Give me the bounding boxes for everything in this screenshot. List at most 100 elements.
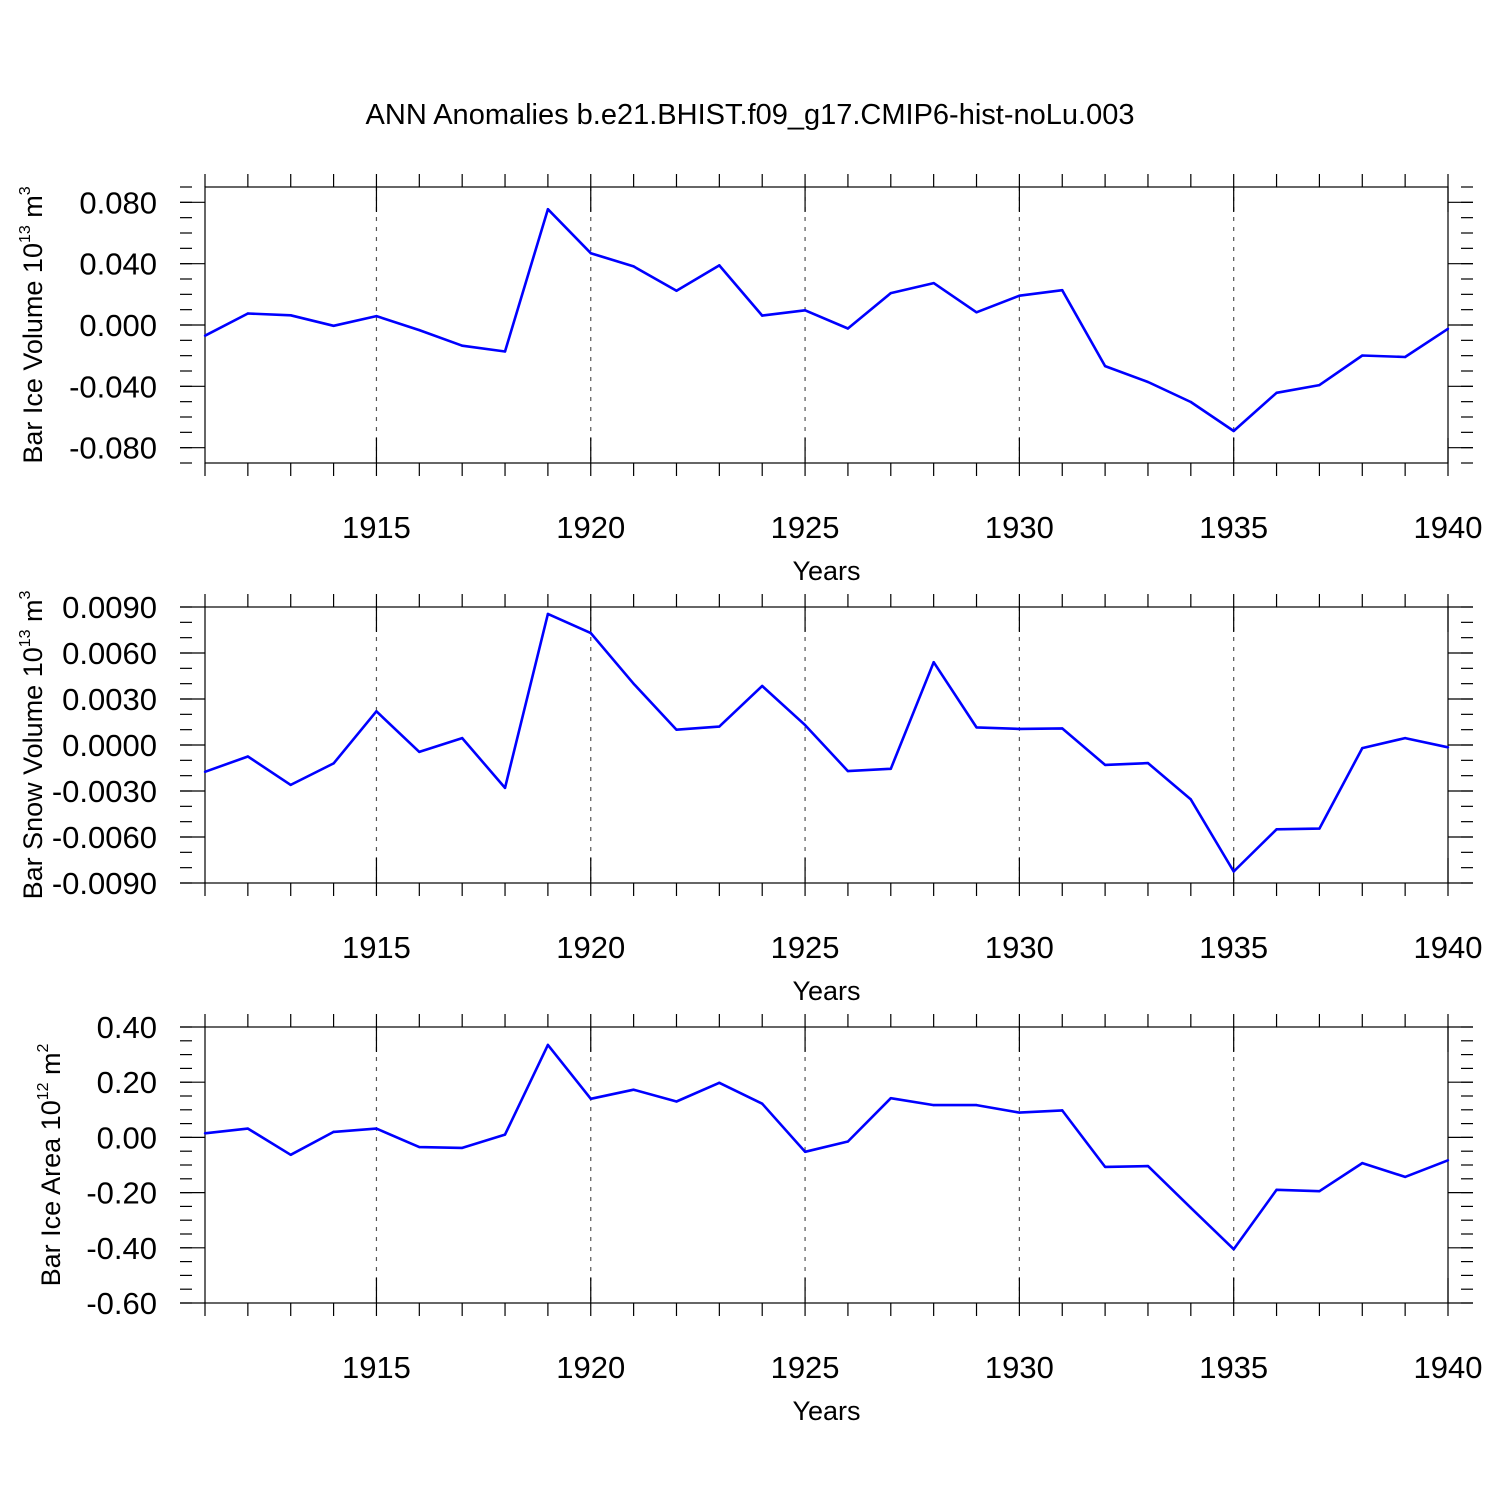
y-tick-label: 0.40 [97, 1010, 157, 1045]
series-line-ice-area [204, 1043, 1449, 1251]
y-axis-title-text: Bar Ice Area 10 [36, 1100, 66, 1286]
figure-title: ANN Anomalies b.e21.BHIST.f09_g17.CMIP6-… [366, 99, 1135, 131]
data-point [1103, 364, 1107, 368]
panel-ice-area: 1915 1920 1925 1930 1935 1940 Years 0.40 0.20 0.0… [35, 1010, 1482, 1426]
data-point [975, 726, 978, 729]
data-point [1361, 354, 1364, 357]
data-point [1189, 400, 1193, 404]
data-point [1018, 1111, 1021, 1114]
y-tick-label: -0.0030 [52, 774, 157, 809]
data-point [1061, 288, 1064, 292]
y-axis-title-unit-exponent: 2 [35, 1043, 52, 1052]
data-point [932, 1103, 935, 1107]
data-point [975, 311, 978, 314]
data-point [932, 281, 935, 285]
data-point [1018, 727, 1021, 731]
data-point [503, 350, 507, 353]
data-point [1275, 391, 1278, 394]
data-point [460, 1146, 464, 1150]
x-tick-label: 1940 [1414, 1350, 1483, 1385]
x-axis-title: Years [792, 976, 860, 1006]
y-axis-title-exponent: 13 [17, 225, 34, 243]
y-axis-title-unit: m [18, 195, 48, 225]
data-point [546, 1043, 550, 1047]
y-tick-label: -0.0060 [52, 820, 157, 855]
data-point [1146, 1164, 1150, 1168]
x-axis-title: Years [792, 1396, 860, 1426]
data-point [1103, 763, 1107, 767]
data-point [1403, 355, 1407, 359]
data-point [503, 786, 507, 790]
x-tick-label: 1925 [771, 1350, 840, 1385]
data-point [375, 1127, 378, 1130]
data-point [1446, 327, 1450, 331]
data-point [1403, 1175, 1407, 1179]
y-tick-label: 0.000 [79, 308, 157, 343]
series-line-snow-volume [204, 612, 1449, 873]
y-tick-label: 0.0090 [62, 590, 157, 625]
y-tick-label: 0.20 [97, 1065, 157, 1100]
y-axis-title-text: Bar Ice Volume 10 [18, 243, 48, 464]
data-point [889, 291, 892, 295]
data-point [803, 309, 807, 312]
data-point [1061, 1109, 1064, 1112]
y-axis-title-unit: m [18, 599, 48, 629]
data-point [1146, 761, 1150, 765]
y-tick-label: -0.080 [69, 431, 157, 466]
data-point [418, 1145, 421, 1149]
y-axis-title: Bar Snow Volume 1013 m3 [17, 590, 48, 899]
data-point [803, 1150, 807, 1153]
y-tick-label: -0.040 [69, 369, 157, 404]
data-point [418, 328, 421, 332]
x-tick-label: 1930 [985, 930, 1054, 965]
y-axis-title: Bar Ice Area 1012 m2 [35, 1043, 66, 1286]
panel-snow-volume: 1915 1920 1925 1930 1935 1940 Years 0.0090 0.006… [17, 590, 1482, 1006]
data-point [1232, 1247, 1235, 1251]
data-point [675, 1100, 678, 1103]
data-point [289, 314, 292, 317]
data-point [203, 1132, 207, 1135]
data-point [803, 723, 807, 727]
series-line-ice-volume [204, 207, 1449, 433]
panels-group: 1915 1920 1925 1930 1935 1940 Years 0.080 0.040 0… [17, 174, 1482, 1426]
data-point [246, 755, 250, 758]
data-point [1403, 736, 1407, 740]
data-point [718, 264, 721, 267]
y-tick-label: 0.00 [97, 1120, 157, 1155]
y-axis-title-unit-exponent: 3 [17, 590, 34, 599]
y-tick-label: -0.0090 [52, 866, 157, 901]
x-tick-label: 1940 [1414, 930, 1483, 965]
plot-frame [204, 1026, 1449, 1304]
data-point [246, 312, 250, 315]
x-tick-label: 1935 [1199, 1350, 1268, 1385]
data-point [203, 770, 207, 774]
data-point [889, 1097, 892, 1100]
y-tick-label: -0.20 [86, 1176, 157, 1211]
data-point [1318, 383, 1321, 387]
data-point [1318, 827, 1321, 830]
y-axis-title-unit: m [36, 1052, 66, 1082]
data-point [418, 750, 421, 754]
data-point [1189, 798, 1193, 801]
data-point [1275, 1188, 1278, 1192]
plot-frame [204, 186, 1449, 464]
data-point [1446, 746, 1450, 749]
y-tick-label: 0.0030 [62, 682, 157, 717]
x-tick-label: 1915 [342, 1350, 411, 1385]
y-axis-title-exponent: 12 [35, 1082, 52, 1100]
data-point [1018, 294, 1021, 297]
y-tick-label: 0.0060 [62, 636, 157, 671]
x-tick-label: 1920 [556, 1350, 625, 1385]
y-axis-title-exponent: 13 [17, 629, 34, 647]
y-tick-label: 0.040 [79, 247, 157, 282]
data-point [332, 762, 335, 765]
y-tick-label: -0.40 [86, 1231, 157, 1266]
x-tick-label: 1930 [985, 510, 1054, 545]
data-point [589, 1097, 592, 1100]
y-tick-label: 0.0000 [62, 728, 157, 763]
data-point [761, 684, 764, 688]
x-tick-label: 1915 [342, 930, 411, 965]
data-point [718, 725, 721, 728]
